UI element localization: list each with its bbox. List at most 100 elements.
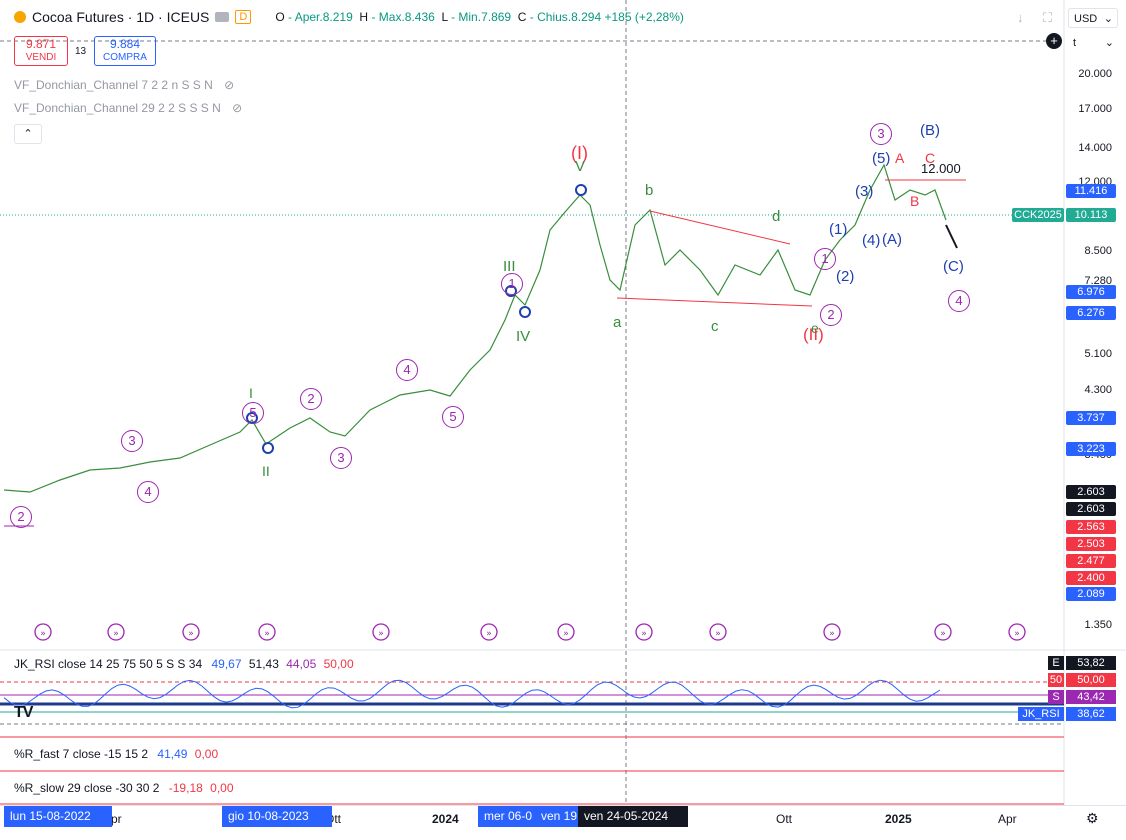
chart-header: Cocoa Futures · 1D · ICEUS D O - Aper.8.… <box>14 9 684 25</box>
price-tag: 2.603 <box>1066 485 1116 499</box>
rsi-tag-value: 38,62 <box>1066 707 1116 721</box>
event-marker-icon[interactable] <box>258 623 276 641</box>
event-marker-icon[interactable] <box>557 623 575 641</box>
wave-point-marker <box>575 184 587 196</box>
download-icon[interactable]: ↓ <box>1017 10 1024 25</box>
wave-label: C <box>925 150 936 166</box>
spread-value: 13 <box>75 46 87 57</box>
wave-circle-label: 5 <box>442 406 464 428</box>
time-axis-label: Apr <box>998 812 1017 826</box>
time-axis-chip: ven 19 <box>535 806 589 827</box>
event-marker-glyph: » <box>264 629 270 639</box>
delayed-badge[interactable]: D <box>235 10 252 24</box>
event-marker-glyph: » <box>40 629 46 639</box>
price-axis-label: 5.100 <box>1084 348 1112 360</box>
price-tag: 2.400 <box>1066 571 1116 585</box>
currency-select[interactable]: USD ⌄ <box>1068 8 1118 28</box>
wave-circle-label: 3 <box>121 430 143 452</box>
event-marker-glyph: » <box>378 629 384 639</box>
event-marker-icon[interactable] <box>823 623 841 641</box>
time-axis-chip: ven 24-05-2024 <box>578 806 688 827</box>
event-marker-icon[interactable] <box>934 623 952 641</box>
event-marker-glyph: » <box>1014 629 1020 639</box>
event-marker-glyph: » <box>188 629 194 639</box>
buy-button[interactable]: 9.884 COMPRA <box>94 36 156 66</box>
rsi-tag-label: S <box>1048 690 1064 704</box>
price-tag: 2.089 <box>1066 587 1116 601</box>
collapse-indicators-button[interactable]: ⌃ <box>14 124 42 144</box>
wave-label: (3) <box>855 183 874 200</box>
ohlc-values: O - Aper.8.219 H - Max.8.436 L - Min.7.8… <box>275 10 684 24</box>
price-axis-label: 7.280 <box>1084 275 1112 287</box>
wave-circle-label: 1 <box>814 248 836 270</box>
event-marker-icon[interactable] <box>107 623 125 641</box>
price-axis-label: 8.500 <box>1084 245 1112 257</box>
hidden-eye-icon: ⊘ <box>232 101 243 115</box>
rsi-tag-value: 50,00 <box>1066 673 1116 687</box>
wave-circle-label: 4 <box>137 481 159 503</box>
add-plus-icon[interactable]: + <box>1046 33 1062 49</box>
event-marker-icon[interactable] <box>480 623 498 641</box>
market-status-icon[interactable] <box>215 12 230 22</box>
wave-label: a <box>613 314 622 331</box>
chevron-down-icon: ⌄ <box>1103 13 1113 25</box>
wave-point-marker <box>262 442 274 454</box>
rsi-legend[interactable]: JK_RSI close 14 25 75 50 5 S S 34 49,67 … <box>14 657 354 671</box>
wave-label: d <box>772 208 781 225</box>
price-tag: 2.477 <box>1066 554 1116 568</box>
wave-label: (C) <box>943 258 964 275</box>
event-marker-glyph: » <box>641 629 647 639</box>
event-marker-icon[interactable] <box>182 623 200 641</box>
time-axis-label: Ott <box>776 812 793 826</box>
event-marker-glyph: » <box>113 629 119 639</box>
time-axis-chip: mer 06-0 <box>478 806 546 827</box>
wave-label: (2) <box>836 268 855 285</box>
wave-circle-label: 4 <box>396 359 418 381</box>
tradingview-logo[interactable]: TV <box>14 704 33 721</box>
wave-label: 12.000 <box>921 161 961 176</box>
price-tag: 11.416 <box>1066 184 1116 198</box>
price-tag: 10.113 <box>1066 208 1116 222</box>
wave-label: (5) <box>872 150 891 167</box>
price-tag: 2.563 <box>1066 520 1116 534</box>
price-axis-label: 14.000 <box>1078 142 1112 154</box>
price-tag: 6.976 <box>1066 285 1116 299</box>
wave-circle-label: 4 <box>948 290 970 312</box>
settings-gear-icon[interactable]: ⚙ <box>1086 810 1099 826</box>
wave-circle-label: 1 <box>501 273 523 295</box>
wave-label: b <box>645 182 654 199</box>
wave-label: A <box>895 150 905 166</box>
wave-point-marker <box>519 306 531 318</box>
wave-circle-label: 3 <box>870 123 892 145</box>
wave-label: II <box>262 463 270 479</box>
price-tag: 3.737 <box>1066 411 1116 425</box>
rfast-legend[interactable]: %R_fast 7 close -15 15 2 41,49 0,00 <box>14 747 219 761</box>
symbol-logo-icon <box>14 11 26 23</box>
wave-circle-label: 2 <box>820 304 842 326</box>
price-tag: 3.223 <box>1066 442 1116 456</box>
event-marker-icon[interactable] <box>635 623 653 641</box>
event-marker-icon[interactable] <box>1008 623 1026 641</box>
indicator-donchian-7[interactable]: VF_Donchian_Channel 7 2 2 n S S N ⊘ <box>14 78 235 92</box>
wave-label: (4) <box>862 232 881 249</box>
rslow-legend[interactable]: %R_slow 29 close -30 30 2 -19,18 0,00 <box>14 781 234 795</box>
fullscreen-icon[interactable]: ⛶ <box>1043 10 1053 25</box>
price-axis-label: 4.300 <box>1084 384 1112 396</box>
event-marker-icon[interactable] <box>372 623 390 641</box>
time-axis-chip: lun 15-08-2022 <box>4 806 112 827</box>
wave-label: I <box>249 385 253 401</box>
event-marker-glyph: » <box>563 629 569 639</box>
sell-button[interactable]: 9.871 VENDI <box>14 36 68 66</box>
event-marker-icon[interactable] <box>709 623 727 641</box>
symbol-title[interactable]: Cocoa Futures · 1D · ICEUS <box>32 9 210 25</box>
rsi-tag-value: 53,82 <box>1066 656 1116 670</box>
event-marker-icon[interactable] <box>34 623 52 641</box>
indicator-donchian-29[interactable]: VF_Donchian_Channel 29 2 2 S S S N ⊘ <box>14 101 243 115</box>
time-axis-label: 2025 <box>885 812 912 826</box>
price-axis-label: 20.000 <box>1078 68 1112 80</box>
wave-circle-label: 5 <box>242 402 264 424</box>
unit-select[interactable]: t ⌄ <box>1068 33 1118 53</box>
wave-label: III <box>503 258 516 275</box>
event-marker-glyph: » <box>715 629 721 639</box>
